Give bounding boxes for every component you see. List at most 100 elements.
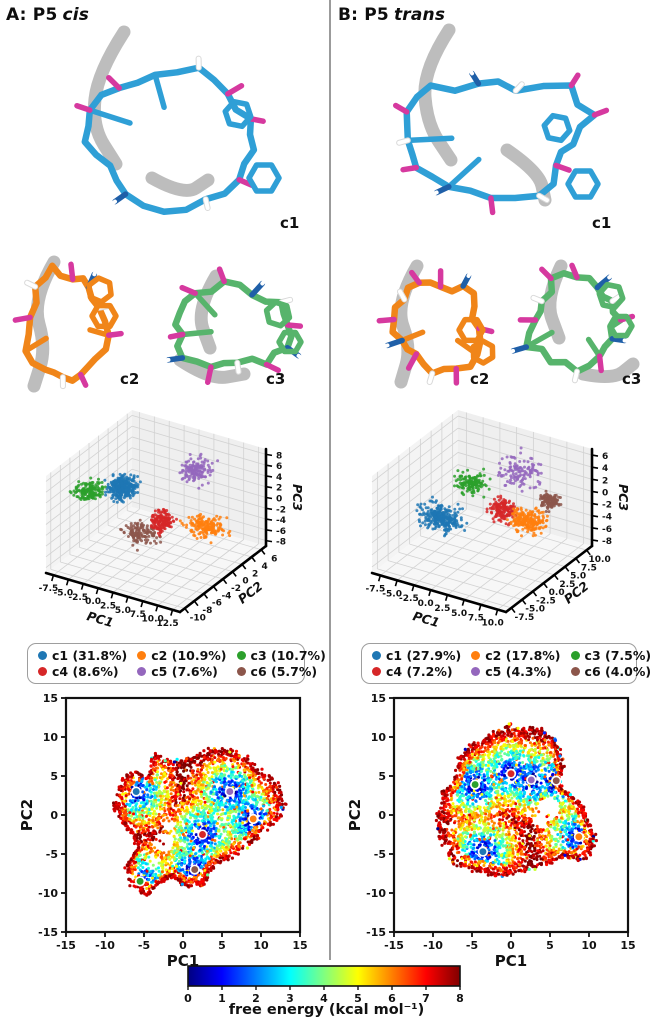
molecule-label-c1: c1 xyxy=(280,214,300,232)
fes-center-c6 xyxy=(551,775,562,786)
fes-center-c1 xyxy=(131,786,142,797)
svg-text:-4: -4 xyxy=(276,516,286,526)
legend-item-c4: c4 (8.6%) xyxy=(38,664,127,679)
molecule-structure-c1 xyxy=(74,25,282,216)
svg-text:-2: -2 xyxy=(231,584,241,594)
colorbar-tick: 5 xyxy=(354,992,362,1005)
fes-center-c4 xyxy=(505,768,517,779)
svg-text:-5: -5 xyxy=(46,848,58,861)
legend-dot-c5 xyxy=(137,667,147,676)
legend-label: c2 (10.9%) xyxy=(151,648,227,663)
colorbar-tick: 7 xyxy=(422,992,430,1005)
legend-dot-c4 xyxy=(372,667,381,676)
fes-scatter xyxy=(112,746,288,897)
svg-text:0: 0 xyxy=(50,809,58,822)
legend-dot-c1 xyxy=(38,651,47,660)
legend-item-c5: c5 (7.6%) xyxy=(137,664,226,679)
svg-text:4: 4 xyxy=(262,562,268,572)
svg-text:-2.5: -2.5 xyxy=(68,593,88,603)
legend-label: c2 (17.8%) xyxy=(485,648,561,663)
svg-text:15: 15 xyxy=(292,939,307,952)
cluster-c1 xyxy=(103,472,142,504)
svg-text:10: 10 xyxy=(253,939,269,952)
cluster-c2 xyxy=(505,506,549,538)
pca3d-clusters xyxy=(68,452,232,552)
svg-text:12.5: 12.5 xyxy=(156,619,178,629)
svg-text:6: 6 xyxy=(271,555,277,565)
cluster-c4 xyxy=(149,507,178,537)
legend-dot-c6 xyxy=(236,667,246,676)
fes-center-c3 xyxy=(469,779,481,790)
svg-text:-10: -10 xyxy=(38,887,58,900)
molecule-structure-c2 xyxy=(12,255,124,393)
legend-item-c4: c4 (7.2%) xyxy=(372,664,461,679)
fes-center-c6 xyxy=(189,864,200,875)
legend-dot-c4 xyxy=(38,667,47,676)
colorbar-tick: 2 xyxy=(252,992,260,1005)
cluster-c3 xyxy=(453,467,492,499)
legend-dot-c6 xyxy=(570,667,580,676)
svg-text:2: 2 xyxy=(252,569,258,579)
cluster-c5 xyxy=(178,452,220,490)
svg-text:5: 5 xyxy=(50,770,58,783)
svg-text:-10: -10 xyxy=(95,939,115,952)
legend-item-c1: c1 (27.9%) xyxy=(372,648,461,663)
svg-text:0: 0 xyxy=(179,939,187,952)
svg-text:PC1: PC1 xyxy=(85,608,115,630)
cluster-c3 xyxy=(68,476,112,501)
fes-center-c1 xyxy=(477,846,489,857)
legend-item-c6: c6 (4.0%) xyxy=(570,664,651,679)
svg-text:-6: -6 xyxy=(212,599,222,609)
svg-text:-10: -10 xyxy=(190,613,206,623)
legend-item-c1: c1 (31.8%) xyxy=(38,648,127,663)
fes-cluster-centers xyxy=(469,768,585,857)
legend-dot-c5 xyxy=(471,667,481,676)
svg-text:4: 4 xyxy=(276,473,282,483)
svg-text:-8: -8 xyxy=(202,606,212,616)
pca3d-clusters xyxy=(415,446,563,538)
colorbar-tick: 1 xyxy=(218,992,226,1005)
svg-text:0: 0 xyxy=(242,577,248,587)
panel-divider xyxy=(329,0,331,960)
panel-b-title: B: P5 trans xyxy=(338,5,445,25)
legend-label: c1 (27.9%) xyxy=(386,648,462,663)
panel-b-title-variant: trans xyxy=(393,5,446,25)
legend-item-c3: c3 (7.5%) xyxy=(570,648,652,663)
panel-a-pca3d-plot: -7.5-5.0-2.50.02.55.07.510.012.5-10-8-6-… xyxy=(39,410,305,630)
svg-text:PC2: PC2 xyxy=(235,578,266,606)
svg-text:-6: -6 xyxy=(276,527,286,537)
panel-b-pca3d-plot: -7.5-5.0-2.50.0 2.5 5.0 7.510.0-7.5-5.0-2.5… xyxy=(366,410,631,630)
cluster-c1 xyxy=(415,495,469,538)
legend-label: c3 (7.5%) xyxy=(584,648,652,663)
molecule-structure-c1 xyxy=(392,23,610,216)
svg-text:-7.5: -7.5 xyxy=(39,584,59,594)
legend-label: c4 (8.6%) xyxy=(52,664,119,679)
legend-label: c5 (7.6%) xyxy=(151,664,218,679)
legend-item-c3: c3 (10.7%) xyxy=(236,648,326,663)
svg-text:10.0: 10.0 xyxy=(142,615,164,625)
colorbar-tick: 8 xyxy=(456,992,464,1005)
svg-text:-8: -8 xyxy=(276,538,286,548)
panel-a-title: A: P5 cis xyxy=(6,5,89,25)
svg-text:PC3: PC3 xyxy=(290,484,305,511)
panel-b-molecule-structures xyxy=(376,23,640,389)
cluster-c6 xyxy=(538,489,563,514)
panel-b-cluster-legend: c1 (27.9%) c2 (17.8%) c3 (7.5%) c4 (7.2%) c5… xyxy=(361,643,651,684)
molecule-structure-c3 xyxy=(505,259,640,384)
legend-dot-c3 xyxy=(570,651,580,660)
svg-text:-15: -15 xyxy=(38,926,58,939)
svg-text:2: 2 xyxy=(276,484,282,494)
svg-text:0.0: 0.0 xyxy=(85,597,101,607)
svg-text:10: 10 xyxy=(43,731,59,744)
panel-a-title-variant: cis xyxy=(62,5,90,25)
legend-dot-c3 xyxy=(236,651,246,660)
cluster-c4 xyxy=(485,494,520,527)
colorbar-label: free energy (kcal mol⁻¹) xyxy=(228,1002,425,1018)
svg-text:6: 6 xyxy=(276,462,282,472)
free-energy-colorbar: 0 1 2 3 4 5 6 7 8 xyxy=(184,965,464,1005)
molecule-label-c3: c3 xyxy=(266,370,286,388)
legend-label: c4 (7.2%) xyxy=(386,664,453,679)
